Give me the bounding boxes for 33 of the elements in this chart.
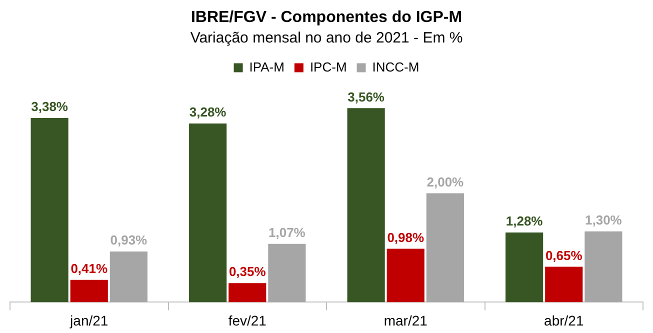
bar <box>347 108 385 302</box>
bar <box>110 252 148 302</box>
x-tick-label: abr/21 <box>544 312 584 328</box>
legend-label: IPA-M <box>249 59 284 74</box>
bar <box>70 280 108 302</box>
bar <box>545 266 583 302</box>
bar <box>386 248 424 302</box>
bar <box>584 231 622 302</box>
chart-title: IBRE/FGV - Componentes do IGP-M <box>190 9 462 26</box>
data-label: 1,28% <box>506 214 544 229</box>
data-label: 3,38% <box>31 99 68 114</box>
data-label: 0,35% <box>228 264 266 280</box>
bar <box>268 244 306 302</box>
chart-subtitle: Variação mensal no ano de 2021 - Em % <box>190 29 463 46</box>
data-label: 2,00% <box>426 174 464 190</box>
x-tick-label: fev/21 <box>228 312 267 328</box>
data-label: 1,07% <box>268 224 306 240</box>
x-tick-label: jan/21 <box>69 312 108 328</box>
data-label: 0,93% <box>110 232 148 248</box>
legend-label: INCC-M <box>372 59 420 74</box>
bar <box>426 193 464 302</box>
bar <box>506 232 544 302</box>
data-label: 0,98% <box>387 230 424 245</box>
data-label: 0,41% <box>70 260 108 276</box>
data-label: 3,28% <box>189 104 227 120</box>
bar <box>30 118 68 302</box>
legend-label: IPC-M <box>310 59 347 74</box>
data-label: 1,30% <box>585 212 622 228</box>
bar <box>228 283 266 302</box>
data-label: 3,56% <box>348 89 385 104</box>
bar <box>189 123 227 302</box>
data-label: 0,65% <box>545 248 583 263</box>
x-tick-label: mar/21 <box>384 312 428 328</box>
